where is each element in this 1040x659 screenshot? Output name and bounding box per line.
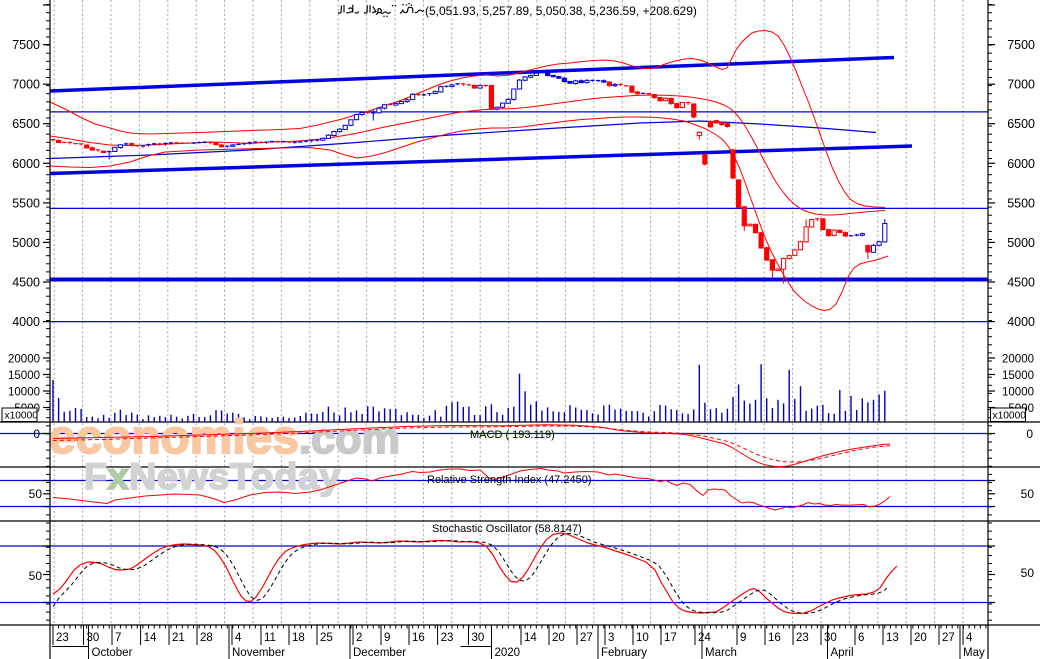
svg-text:December: December [353, 647, 406, 659]
svg-text:50: 50 [1021, 566, 1035, 580]
svg-text:Relative Strength Index (47.24: Relative Strength Index (47.2450) [427, 474, 592, 486]
svg-text:x10000: x10000 [993, 410, 1027, 421]
svg-text:5500: 5500 [1007, 196, 1035, 210]
svg-text:0: 0 [33, 427, 40, 441]
svg-text:May: May [963, 647, 985, 659]
svg-text:October: October [92, 647, 133, 659]
svg-text:6000: 6000 [1007, 157, 1035, 171]
svg-text:April: April [831, 647, 854, 659]
svg-text:4500: 4500 [12, 276, 40, 290]
svg-text:25: 25 [320, 632, 333, 644]
svg-text:9: 9 [740, 632, 746, 644]
svg-text:17: 17 [664, 632, 677, 644]
svg-text:2: 2 [356, 632, 362, 644]
svg-text:16: 16 [768, 632, 781, 644]
svg-text:11: 11 [264, 632, 276, 644]
svg-text:4000: 4000 [12, 315, 40, 329]
svg-text:5000: 5000 [1007, 236, 1035, 250]
svg-text:6500: 6500 [12, 117, 40, 131]
svg-text:7500: 7500 [1007, 38, 1035, 52]
svg-text:x10000: x10000 [5, 410, 39, 421]
svg-text:(5,051.93, 5,257.89, 5,050.38,: (5,051.93, 5,257.89, 5,050.38, 5,236.59,… [425, 4, 697, 18]
svg-text:20000: 20000 [1002, 354, 1034, 366]
svg-text:27: 27 [942, 632, 955, 644]
svg-text:30: 30 [87, 632, 100, 644]
svg-text:6000: 6000 [12, 157, 40, 171]
svg-text:20000: 20000 [8, 354, 40, 366]
svg-text:27: 27 [580, 632, 593, 644]
svg-text:4: 4 [966, 632, 973, 644]
svg-text:6500: 6500 [1007, 117, 1035, 131]
svg-text:Stochastic Oscillator (58.8147: Stochastic Oscillator (58.8147) [432, 523, 582, 535]
svg-text:16: 16 [412, 632, 425, 644]
svg-text:15000: 15000 [1002, 370, 1034, 382]
svg-text:23: 23 [441, 632, 454, 644]
svg-text:4000: 4000 [1007, 315, 1035, 329]
svg-text:20: 20 [552, 632, 565, 644]
svg-text:0: 0 [1026, 427, 1033, 441]
svg-text:24: 24 [698, 632, 711, 644]
svg-text:7000: 7000 [12, 78, 40, 92]
svg-text:14: 14 [524, 632, 537, 644]
svg-text:14: 14 [144, 632, 157, 644]
svg-text:50: 50 [1021, 487, 1035, 501]
svg-text:7: 7 [115, 632, 121, 644]
svg-text:10: 10 [636, 632, 649, 644]
svg-text:50: 50 [29, 487, 43, 501]
svg-text:10000: 10000 [8, 387, 40, 399]
svg-text:15000: 15000 [8, 370, 40, 382]
svg-text:28: 28 [200, 632, 213, 644]
svg-text:23: 23 [56, 632, 69, 644]
svg-text:10000: 10000 [1002, 387, 1034, 399]
svg-text:30: 30 [824, 632, 837, 644]
svg-text:21: 21 [172, 632, 185, 644]
svg-text:7500: 7500 [12, 38, 40, 52]
svg-text:MACD ( 193.119): MACD ( 193.119) [470, 429, 555, 441]
svg-text:3: 3 [608, 632, 614, 644]
svg-text:February: February [601, 647, 647, 659]
svg-text:5000: 5000 [12, 236, 40, 250]
svg-text:9: 9 [384, 632, 390, 644]
svg-text:20: 20 [914, 632, 927, 644]
svg-text:30: 30 [472, 632, 485, 644]
svg-text:FxNewsToday: FxNewsToday [84, 455, 341, 497]
svg-text:23: 23 [796, 632, 809, 644]
svg-text:2020: 2020 [495, 647, 521, 659]
svg-text:5500: 5500 [12, 196, 40, 210]
svg-text:18: 18 [292, 632, 305, 644]
svg-text:6: 6 [858, 632, 864, 644]
svg-text:March: March [705, 647, 737, 659]
svg-text:50: 50 [29, 569, 43, 583]
svg-text:November: November [232, 647, 285, 659]
svg-text:4500: 4500 [1007, 276, 1035, 290]
svg-text:7000: 7000 [1007, 78, 1035, 92]
svg-text:13: 13 [886, 632, 899, 644]
svg-text:4: 4 [235, 632, 242, 644]
